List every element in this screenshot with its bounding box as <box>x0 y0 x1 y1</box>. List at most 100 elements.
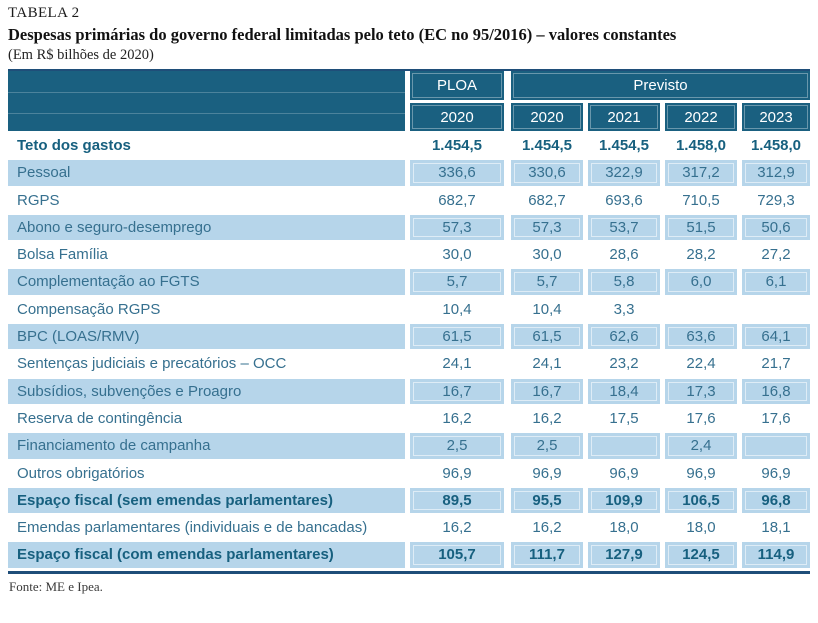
cell-previsto-2023: 6,1 <box>737 269 810 295</box>
cell-ploa-2020: 61,5 <box>405 324 504 350</box>
cell-previsto-2021: 127,9 <box>583 542 660 568</box>
document-page: TABELA 2 Despesas primárias do governo f… <box>8 5 810 595</box>
cell-previsto-2022: 710,5 <box>660 187 737 213</box>
cell-previsto-2023: 50,6 <box>737 214 810 241</box>
row-label: RGPS <box>17 191 60 209</box>
cell-previsto-2020: 24,1 <box>504 351 583 377</box>
row-label: Emendas parlamentares (individuais e de … <box>17 519 368 537</box>
cell-previsto-2022: 17,3 <box>660 378 737 404</box>
table-row: Financiamento de campanha 2,5 2,5 2,4 <box>8 433 810 459</box>
cell-previsto-2021: 53,7 <box>583 214 660 241</box>
source-note: Fonte: ME e Ipea. <box>9 578 103 594</box>
cell-previsto-2023 <box>737 433 810 459</box>
table-row: Sentenças judiciais e precatórios – OCC … <box>8 351 810 377</box>
cell-previsto-2023: 312,9 <box>737 160 810 186</box>
cell-previsto-2022: 17,6 <box>660 405 737 432</box>
table-row: Emendas parlamentares (individuais e de … <box>8 515 810 541</box>
header-year-2021: 2021 <box>583 100 660 131</box>
cell-previsto-2021: 322,9 <box>583 160 660 186</box>
row-label: Reserva de contingência <box>17 409 183 427</box>
cell-previsto-2020: 16,2 <box>504 515 583 541</box>
table-row: Subsídios, subvenções e Proagro 16,7 16,… <box>8 378 810 404</box>
cell-ploa-2020: 16,2 <box>405 515 504 541</box>
row-label: Abono e seguro-desemprego <box>8 214 405 241</box>
cell-previsto-2021: 17,5 <box>583 405 660 432</box>
cell-previsto-2022: 28,2 <box>660 242 737 268</box>
cell-previsto-2020: 95,5 <box>504 487 583 514</box>
cell-previsto-2020: 57,3 <box>504 214 583 241</box>
cell-previsto-2023: 17,6 <box>737 405 810 432</box>
cell-previsto-2020: 330,6 <box>504 160 583 186</box>
data-table: PLOA Previsto 2020 2020 2021 2022 2023 T… <box>8 69 810 595</box>
cell-ploa-2020: 105,7 <box>405 542 504 568</box>
table-row: RGPS 682,7 682,7 693,6 710,5 729,3 <box>8 187 810 213</box>
cell-previsto-2022: 317,2 <box>660 160 737 186</box>
cell-previsto-2020: 682,7 <box>504 187 583 213</box>
cell-previsto-2021: 96,9 <box>583 460 660 486</box>
cell-previsto-2021: 23,2 <box>583 351 660 377</box>
table-row: Bolsa Família 30,0 30,0 28,6 28,2 27,2 <box>8 242 810 268</box>
cell-previsto-2023: 16,8 <box>737 378 810 404</box>
cell-previsto-2023: 1.458,0 <box>737 133 810 159</box>
cell-previsto-2021: 5,8 <box>583 269 660 295</box>
cell-previsto-2023: 96,8 <box>737 487 810 514</box>
table-subtitle: (Em R$ bilhões de 2020) <box>8 47 154 63</box>
header-year-ploa-2020: 2020 <box>405 100 504 131</box>
cell-previsto-2022 <box>660 296 737 323</box>
cell-ploa-2020: 1.454,5 <box>405 133 504 159</box>
cell-previsto-2022: 2,4 <box>660 433 737 459</box>
cell-previsto-2020: 96,9 <box>504 460 583 486</box>
cell-previsto-2020: 111,7 <box>504 542 583 568</box>
cell-previsto-2023: 21,7 <box>737 351 810 377</box>
table-row: Abono e seguro-desemprego 57,3 57,3 53,7… <box>8 214 810 241</box>
header-year-2023: 2023 <box>737 100 810 131</box>
cell-previsto-2021: 28,6 <box>583 242 660 268</box>
table-title: Despesas primárias do governo federal li… <box>8 25 677 44</box>
header-year-2022: 2022 <box>660 100 737 131</box>
row-label: BPC (LOAS/RMV) <box>8 324 405 350</box>
cell-previsto-2022: 22,4 <box>660 351 737 377</box>
cell-previsto-2020: 16,2 <box>504 405 583 432</box>
cell-previsto-2021: 18,4 <box>583 378 660 404</box>
cell-previsto-2020: 10,4 <box>504 296 583 323</box>
row-label: Financiamento de campanha <box>8 433 405 459</box>
cell-ploa-2020: 16,2 <box>405 405 504 432</box>
header-year-2020: 2020 <box>504 100 583 131</box>
table-number: TABELA 2 <box>8 5 80 21</box>
cell-ploa-2020: 96,9 <box>405 460 504 486</box>
cell-previsto-2022: 96,9 <box>660 460 737 486</box>
table-row: Complementação ao FGTS 5,7 5,7 5,8 6,0 6… <box>8 269 810 295</box>
cell-previsto-2023: 114,9 <box>737 542 810 568</box>
cell-ploa-2020: 89,5 <box>405 487 504 514</box>
row-label: Subsídios, subvenções e Proagro <box>8 378 405 404</box>
cell-previsto-2022: 51,5 <box>660 214 737 241</box>
cell-ploa-2020: 57,3 <box>405 214 504 241</box>
cell-previsto-2023: 729,3 <box>737 187 810 213</box>
cell-previsto-2021: 62,6 <box>583 324 660 350</box>
cell-previsto-2022: 18,0 <box>660 515 737 541</box>
row-label: Bolsa Família <box>17 246 108 264</box>
cell-previsto-2021: 1.454,5 <box>583 133 660 159</box>
cell-ploa-2020: 24,1 <box>405 351 504 377</box>
header-corner-cell <box>8 71 405 131</box>
cell-previsto-2021: 3,3 <box>583 296 660 323</box>
table-header: PLOA Previsto 2020 2020 2021 2022 2023 <box>8 69 810 131</box>
row-label: Espaço fiscal (com emendas parlamentares… <box>8 542 405 568</box>
row-label: Complementação ao FGTS <box>8 269 405 295</box>
cell-ploa-2020: 5,7 <box>405 269 504 295</box>
cell-previsto-2020: 61,5 <box>504 324 583 350</box>
cell-previsto-2021: 693,6 <box>583 187 660 213</box>
cell-previsto-2020: 30,0 <box>504 242 583 268</box>
cell-previsto-2022: 6,0 <box>660 269 737 295</box>
cell-previsto-2023: 64,1 <box>737 324 810 350</box>
header-group-previsto: Previsto <box>504 71 810 100</box>
table-row: Pessoal 336,6 330,6 322,9 317,2 312,9 <box>8 160 810 186</box>
table-row: Espaço fiscal (com emendas parlamentares… <box>8 542 810 568</box>
row-label: Sentenças judiciais e precatórios – OCC <box>17 355 287 373</box>
cell-previsto-2023: 96,9 <box>737 460 810 486</box>
cell-ploa-2020: 16,7 <box>405 378 504 404</box>
cell-ploa-2020: 682,7 <box>405 187 504 213</box>
table-row: Compensação RGPS 10,4 10,4 3,3 <box>8 296 810 323</box>
table-row: Teto dos gastos 1.454,5 1.454,5 1.454,5 … <box>8 133 810 159</box>
cell-previsto-2022: 63,6 <box>660 324 737 350</box>
